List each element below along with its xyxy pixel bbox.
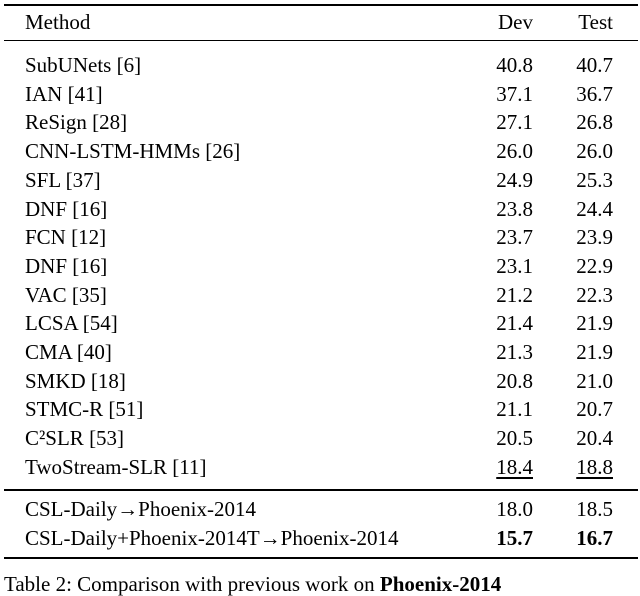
score-cell: 21.4: [496, 311, 533, 336]
bottom-rule: [4, 557, 638, 559]
score-cell: 21.3: [496, 340, 533, 364]
score-cell: 26.0: [576, 139, 613, 164]
caption: Table 2: Comparison with previous work o…: [4, 572, 501, 596]
score-cell: 15.7: [496, 525, 533, 550]
score-cell: 37.1: [496, 81, 533, 106]
method-cell: VAC [35]: [25, 282, 107, 307]
score-cell: 20.7: [576, 397, 613, 422]
method-cell: CSL-Daily→Phoenix-2014: [25, 497, 256, 521]
score-cell: 20.8: [496, 368, 533, 393]
method-cell: CMA [40]: [25, 340, 112, 364]
top-rule: [4, 4, 638, 6]
score-cell: 26.0: [496, 139, 533, 164]
score-cell: 21.0: [576, 368, 613, 393]
score-cell: 18.5: [576, 497, 613, 521]
score-cell: 24.4: [576, 196, 613, 221]
score-cell: 25.3: [576, 167, 613, 192]
score-cell: 36.7: [576, 81, 613, 106]
method-cell: DNF [16]: [25, 196, 108, 221]
header-cell: Dev: [498, 10, 533, 34]
score-cell: 26.8: [576, 110, 613, 135]
score-cell: 40.8: [496, 53, 533, 77]
method-cell: CNN-LSTM-HMMs [26]: [25, 139, 241, 164]
score-cell: 23.9: [576, 225, 613, 250]
score-cell: 21.1: [496, 397, 533, 422]
header-cell: Test: [578, 10, 613, 34]
method-cell: SubUNets [6]: [25, 53, 142, 77]
method-cell: TwoStream-SLR [11]: [25, 454, 207, 479]
header-cell: Method: [25, 10, 91, 34]
score-cell: 21.9: [576, 311, 613, 336]
score-cell: 22.3: [576, 282, 613, 307]
method-cell: STMC-R [51]: [25, 397, 144, 422]
method-cell: DNF [16]: [25, 253, 108, 278]
score-cell: 22.9: [576, 253, 613, 278]
header-rule: [4, 40, 638, 41]
score-cell: 21.2: [496, 282, 533, 307]
caption-text: Table 2: Comparison with previous work o…: [4, 572, 375, 596]
score-cell: 24.9: [496, 167, 533, 192]
method-cell: SFL [37]: [25, 167, 101, 192]
score-cell: 27.1: [496, 110, 533, 135]
score-cell: 16.7: [576, 525, 613, 550]
score-cell: 20.4: [576, 426, 613, 451]
method-cell: SMKD [18]: [25, 368, 126, 393]
score-cell: 20.5: [496, 426, 533, 451]
method-cell: LCSA [54]: [25, 311, 118, 336]
caption-bold: Phoenix-2014: [379, 572, 502, 596]
score-cell: 21.9: [576, 340, 613, 364]
score-cell: 40.7: [576, 53, 613, 77]
score-cell: 23.7: [496, 225, 533, 250]
method-cell: IAN [41]: [25, 81, 103, 106]
score-cell: 23.1: [496, 253, 533, 278]
group-rule: [4, 489, 638, 491]
method-cell: ReSign [28]: [25, 110, 128, 135]
score-cell: 18.4: [496, 454, 533, 479]
score-cell: 18.0: [496, 497, 533, 521]
score-cell: 23.8: [496, 196, 533, 221]
method-cell: FCN [12]: [25, 225, 107, 250]
method-cell: CSL-Daily+Phoenix-2014T→Phoenix-2014: [25, 525, 399, 550]
method-cell: C²SLR [53]: [25, 426, 125, 451]
score-cell: 18.8: [576, 454, 613, 479]
